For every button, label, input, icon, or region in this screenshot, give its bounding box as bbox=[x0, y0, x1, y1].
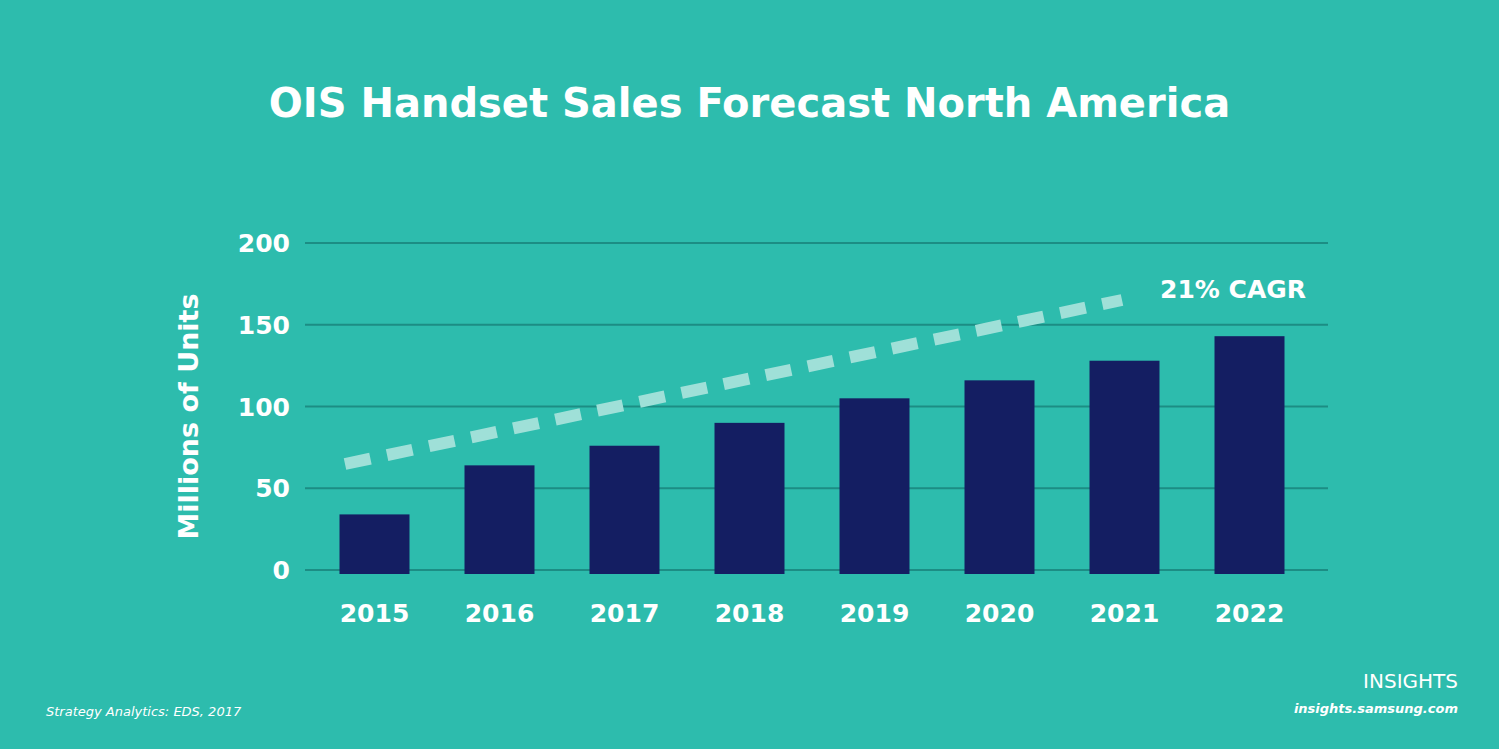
annotation: 21% CAGR bbox=[1160, 275, 1306, 304]
x-tick-label: 2021 bbox=[1090, 599, 1160, 628]
grid-line bbox=[305, 242, 1328, 244]
bar bbox=[1090, 361, 1160, 574]
x-tick-label: 2015 bbox=[340, 599, 410, 628]
bar bbox=[340, 514, 410, 574]
x-tick-label: 2019 bbox=[840, 599, 910, 628]
bar bbox=[590, 446, 660, 574]
y-tick-label: 0 bbox=[273, 556, 290, 585]
y-tick-label: 50 bbox=[255, 474, 290, 503]
bar bbox=[465, 465, 535, 574]
title: OIS Handset Sales Forecast North America bbox=[269, 80, 1230, 126]
footer-text: insights.samsung.com bbox=[1294, 701, 1458, 716]
x-tick-label: 2017 bbox=[590, 599, 660, 628]
x-tick-label: 2018 bbox=[715, 599, 785, 628]
trend-line bbox=[345, 300, 1122, 464]
y-tick-label: 100 bbox=[238, 393, 290, 422]
y-axis-label: Millions of Units bbox=[173, 293, 204, 539]
grid-line bbox=[305, 324, 1328, 326]
x-tick-label: 2020 bbox=[965, 599, 1035, 628]
grid-line bbox=[305, 487, 1328, 489]
grid-line bbox=[305, 406, 1328, 408]
chart-svg: OIS Handset Sales Forecast North America… bbox=[0, 0, 1499, 749]
bar bbox=[965, 380, 1035, 574]
bars bbox=[340, 336, 1285, 574]
chart-root: OIS Handset Sales Forecast North America… bbox=[0, 0, 1499, 749]
bar bbox=[840, 398, 910, 574]
bar bbox=[715, 423, 785, 574]
footer-text: INSIGHTS bbox=[1363, 669, 1458, 693]
x-tick-label: 2016 bbox=[465, 599, 535, 628]
source: Strategy Analytics: EDS, 2017 bbox=[46, 704, 242, 719]
y-tick-label: 150 bbox=[238, 311, 290, 340]
x-tick-label: 2022 bbox=[1215, 599, 1285, 628]
grid-line bbox=[305, 569, 1328, 571]
y-tick-label: 200 bbox=[238, 229, 290, 258]
bar bbox=[1215, 336, 1285, 574]
background bbox=[0, 0, 1499, 749]
